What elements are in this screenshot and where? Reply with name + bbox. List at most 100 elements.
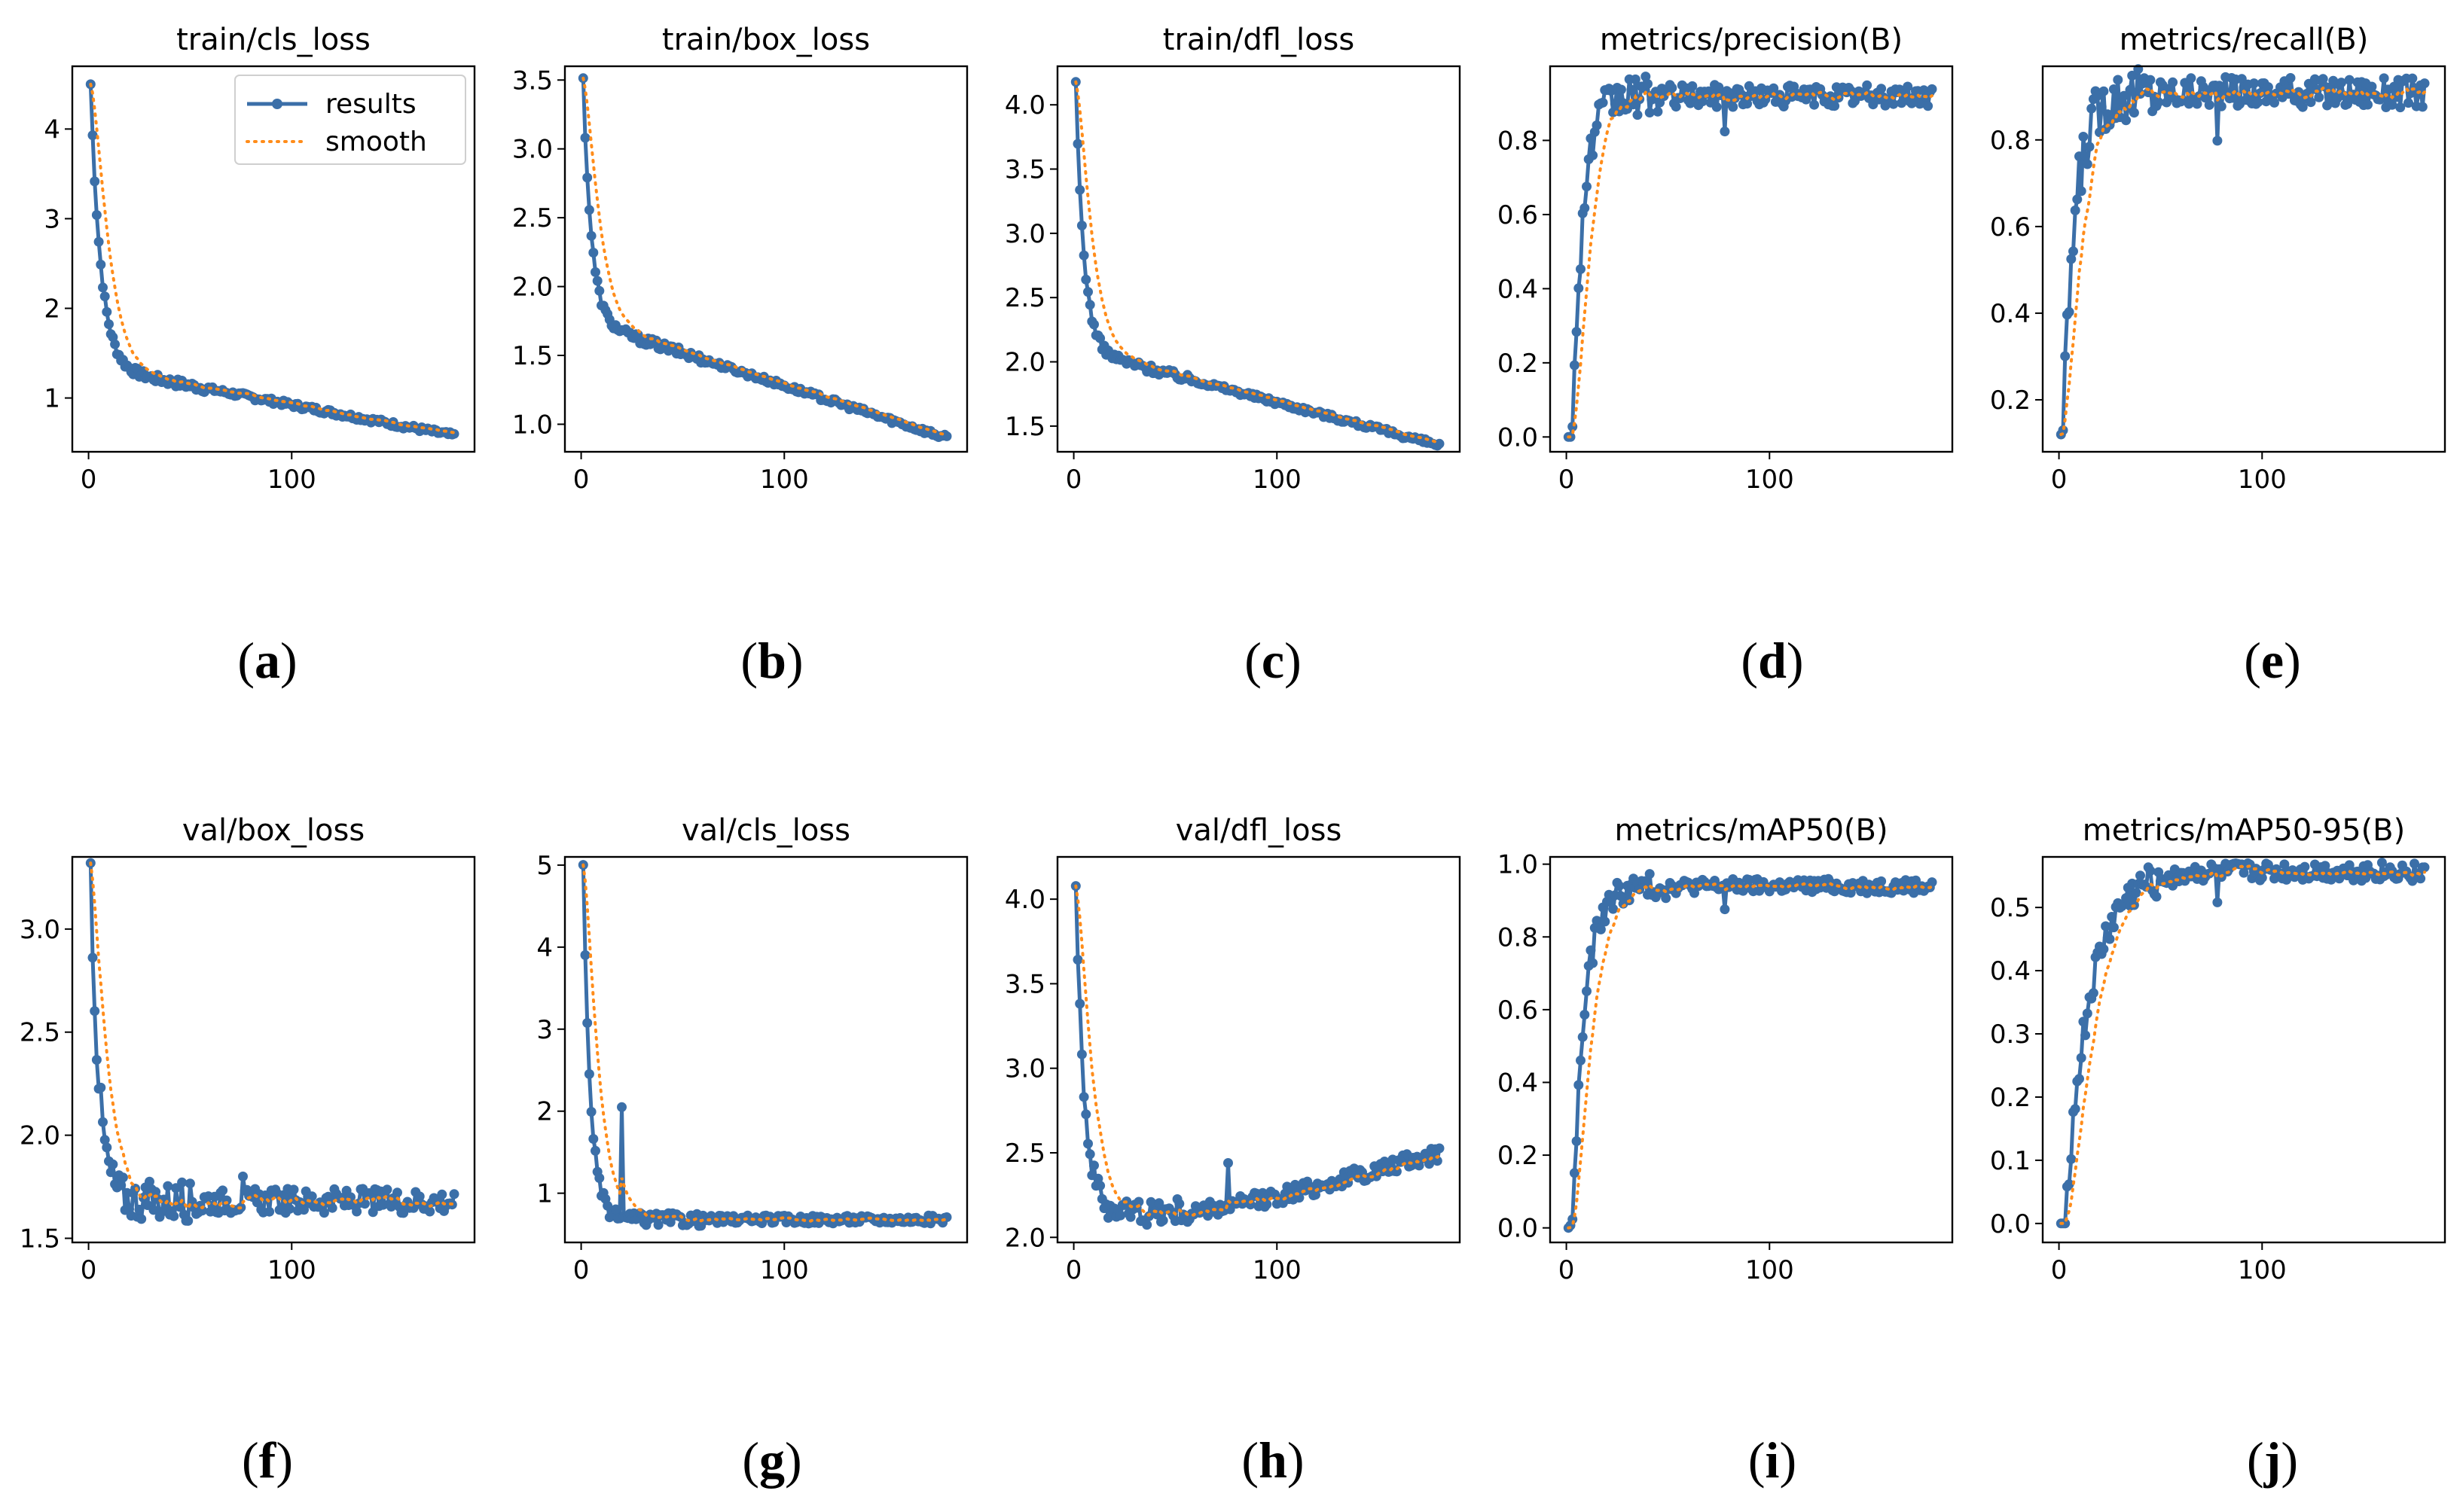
results-point [1876, 876, 1887, 886]
results-point [2387, 99, 2397, 110]
x-tick-label: 0 [1558, 465, 1575, 495]
results-point [2417, 102, 2428, 112]
x-tick-label: 0 [81, 1255, 97, 1285]
results-point [1576, 1055, 1586, 1065]
y-tick-label: 3.5 [1005, 969, 1045, 999]
results-point [1653, 106, 1663, 117]
results-point [1862, 80, 1872, 90]
results-point [145, 1176, 154, 1187]
y-tick-label: 2.0 [512, 273, 553, 303]
results-point [2108, 922, 2119, 933]
results-point [942, 431, 952, 441]
results-point [2072, 194, 2083, 205]
results-point [2419, 78, 2430, 89]
results-point [2078, 1017, 2089, 1027]
results-points [1563, 72, 1937, 442]
results-point [2080, 1030, 2091, 1041]
results-point [2403, 98, 2413, 108]
results-point [1081, 274, 1091, 285]
results-point [368, 1207, 378, 1218]
results-point [327, 1203, 337, 1213]
y-tick-label: 0.2 [1990, 386, 2031, 416]
chart-svg: metrics/mAP50(B) 0 100 0.0 0.2 0.4 0.6 0.8 1.0 [1497, 813, 1954, 1285]
results-point [382, 1184, 392, 1195]
results-point [319, 1208, 329, 1218]
y-tick-label: 3 [536, 1015, 553, 1045]
results-point [2108, 84, 2119, 94]
y-tick-label: 3 [44, 204, 60, 234]
y-tick-label: 4 [536, 933, 553, 963]
results-point [584, 205, 594, 215]
y-tick-label: 0.4 [1990, 299, 2031, 329]
results-point [425, 1206, 435, 1217]
caption-e: (e) [2244, 632, 2301, 689]
results-point [2212, 136, 2223, 146]
chart-title: val/cls_loss [682, 813, 850, 848]
results-point [2229, 93, 2239, 103]
results-point [1075, 184, 1085, 195]
results-point [2320, 861, 2330, 871]
results-point [1630, 74, 1640, 84]
results-point [1728, 102, 1738, 112]
results-point [449, 428, 459, 439]
results-point [2216, 101, 2226, 111]
y-tick-label: 2.5 [1005, 283, 1045, 313]
results-point [2070, 1104, 2080, 1114]
plot-frame [1056, 855, 1461, 1244]
chart-svg: metrics/mAP50-95(B) 0 100 0.0 0.1 0.2 0.3 0.4 0.… [1990, 813, 2446, 1285]
results-point [1158, 1215, 1168, 1226]
y-tick-label: 3.0 [1005, 219, 1045, 249]
results-point [1610, 99, 1620, 109]
y-tick-label: 3.5 [512, 66, 553, 96]
results-point [2104, 934, 2115, 944]
results-point [2107, 912, 2117, 922]
results-point [1888, 99, 1899, 109]
results-point [1769, 83, 1779, 93]
results-point [96, 1082, 106, 1093]
results-point [414, 1191, 425, 1202]
results-points [578, 73, 952, 442]
y-tick-label: 1.0 [1497, 850, 1538, 880]
results-point [2344, 860, 2355, 870]
results-point [288, 1184, 299, 1195]
results-point [175, 1202, 185, 1212]
results-point [584, 1068, 594, 1079]
chart-title: metrics/recall(B) [2120, 23, 2369, 57]
results-point [2135, 870, 2145, 881]
y-tick-label: 2.0 [20, 1121, 60, 1151]
results-point [1876, 84, 1887, 94]
results-point [1903, 81, 1913, 92]
results-point [1644, 108, 1655, 117]
results-point [2076, 186, 2086, 197]
results-point [2314, 92, 2324, 102]
y-tick-label: 1.0 [512, 410, 553, 440]
results-point [2129, 108, 2139, 118]
results-point [1571, 327, 1582, 337]
results-point [2153, 97, 2164, 108]
y-tick-label: 2 [536, 1097, 553, 1127]
results-point [2082, 1008, 2092, 1019]
plot-frame [2041, 855, 2446, 1244]
x-tick-label: 100 [760, 1255, 809, 1285]
results-point [1571, 1136, 1582, 1146]
x-tick-label: 100 [267, 465, 316, 495]
y-tick-label: 2.5 [1005, 1139, 1045, 1169]
caption-f: (f) [242, 1431, 293, 1489]
chart-title: val/dfl_loss [1176, 813, 1342, 848]
results-point [2204, 99, 2214, 110]
results-point [218, 1185, 228, 1196]
chart-title: train/cls_loss [176, 23, 371, 57]
caption-c: (c) [1244, 632, 1302, 689]
results-point [238, 1171, 248, 1181]
results-point [134, 1204, 145, 1215]
chart-title: metrics/mAP50(B) [1614, 813, 1888, 848]
x-tick-label: 0 [2051, 1255, 2068, 1285]
results-point [2127, 70, 2138, 81]
caption-a: (a) [237, 632, 298, 689]
results-point [96, 259, 106, 270]
results-point [2249, 78, 2259, 89]
results-point [87, 130, 98, 141]
legend-results-label: results [325, 89, 417, 120]
results-points [578, 860, 952, 1231]
results-point [87, 953, 98, 963]
